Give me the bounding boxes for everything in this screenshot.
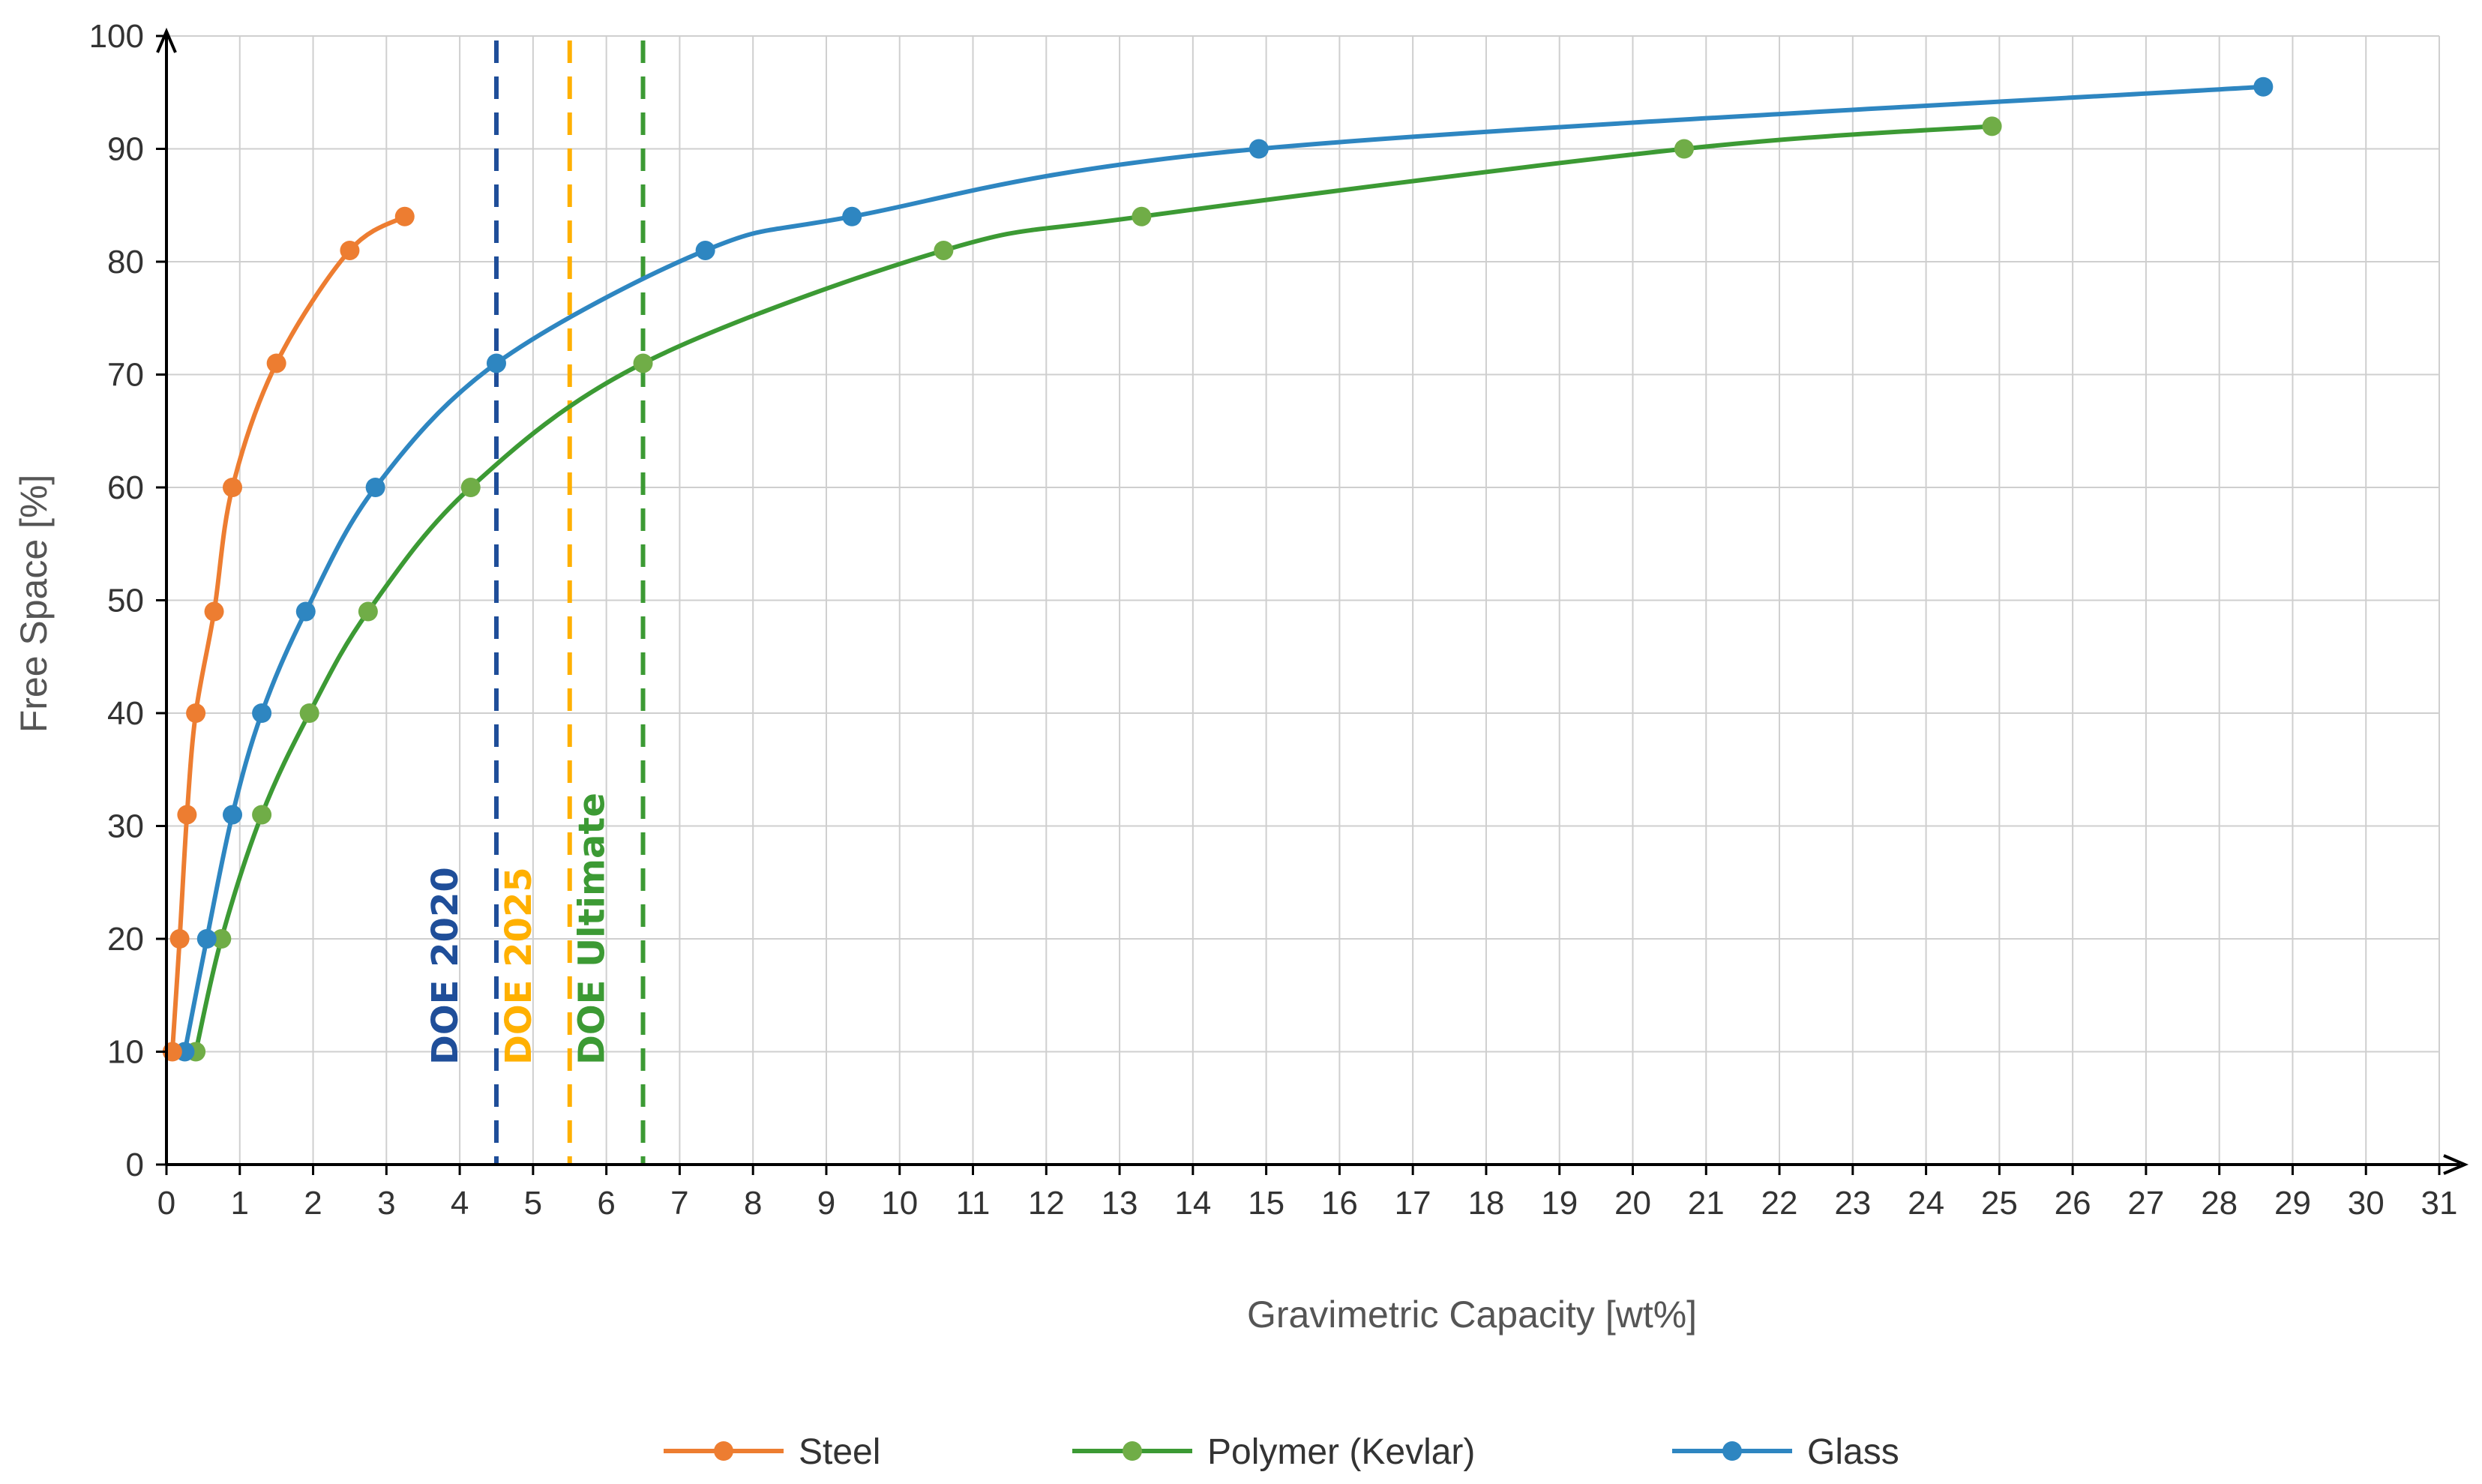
polymer-kevlar-series bbox=[186, 116, 2002, 1062]
x-tick-label: 28 bbox=[2201, 1185, 2238, 1222]
x-tick-label: 30 bbox=[2348, 1185, 2385, 1222]
x-tick-label: 19 bbox=[1541, 1185, 1578, 1222]
y-axis-arrow bbox=[156, 27, 177, 53]
y-tick-label: 50 bbox=[107, 583, 144, 619]
legend-label: Polymer (Kevlar) bbox=[1207, 1432, 1475, 1472]
glass-point bbox=[295, 601, 316, 622]
glass-point bbox=[365, 478, 385, 497]
x-tick-label: 14 bbox=[1174, 1185, 1211, 1222]
x-tick-label: 7 bbox=[670, 1185, 688, 1222]
y-tick-label: 20 bbox=[107, 921, 144, 958]
y-tick-label: 30 bbox=[107, 808, 144, 845]
x-tick-label: 21 bbox=[1688, 1185, 1725, 1222]
x-tick-label: 18 bbox=[1467, 1185, 1504, 1222]
x-tick-label: 0 bbox=[157, 1185, 175, 1222]
grid bbox=[166, 35, 2440, 1165]
x-tick-label: 31 bbox=[2421, 1185, 2458, 1222]
y-axis-title: Free Space [%] bbox=[13, 475, 55, 733]
y-tick-label: 40 bbox=[107, 695, 144, 732]
x-tick-label: 23 bbox=[1834, 1185, 1871, 1222]
polymer-kevlar-point bbox=[1982, 116, 2002, 136]
legend-swatch-marker bbox=[714, 1441, 733, 1461]
legend-label: Glass bbox=[1807, 1432, 1899, 1472]
glass-point bbox=[695, 240, 715, 260]
y-tick-label: 10 bbox=[107, 1034, 144, 1071]
glass-point bbox=[486, 353, 506, 373]
x-tick-label: 3 bbox=[377, 1185, 395, 1222]
x-tick-label: 8 bbox=[744, 1185, 762, 1222]
polymer-kevlar-point bbox=[1132, 206, 1152, 226]
y-tick-label: 80 bbox=[107, 244, 144, 280]
legend-label: Steel bbox=[799, 1432, 880, 1472]
glass-point bbox=[1248, 139, 1269, 159]
reference-line-label: DOE Ultimate bbox=[571, 793, 613, 1065]
x-tick-label: 27 bbox=[2127, 1185, 2164, 1222]
x-tick-label: 22 bbox=[1761, 1185, 1798, 1222]
x-tick-label: 24 bbox=[1908, 1185, 1944, 1222]
steel-series bbox=[162, 206, 415, 1062]
steel-point bbox=[169, 929, 190, 949]
legend-item-glass: Glass bbox=[1672, 1432, 1899, 1472]
x-tick-label: 16 bbox=[1321, 1185, 1358, 1222]
x-tick-label: 10 bbox=[881, 1185, 918, 1222]
reference-line-label: DOE 2020 bbox=[424, 867, 466, 1065]
polymer-kevlar-point bbox=[633, 353, 653, 373]
x-tick-label: 6 bbox=[597, 1185, 615, 1222]
legend-item-steel: Steel bbox=[664, 1432, 880, 1472]
glass-series bbox=[175, 76, 2274, 1062]
reference-line-label: DOE 2025 bbox=[498, 867, 540, 1065]
x-tick-label: 1 bbox=[231, 1185, 249, 1222]
glass-point bbox=[2253, 76, 2274, 97]
x-tick-label: 15 bbox=[1248, 1185, 1284, 1222]
steel-point bbox=[394, 206, 415, 226]
legend: Steel Polymer (Kevlar) Glass bbox=[664, 1432, 1899, 1472]
x-tick-label: 13 bbox=[1102, 1185, 1138, 1222]
x-tick-label: 5 bbox=[524, 1185, 542, 1222]
legend-swatch-marker bbox=[1722, 1441, 1742, 1461]
glass-point bbox=[842, 206, 862, 226]
tick-labels: 0 1 2 3 4 5 6 7 8 9 10 11 12 13 14 15 16 17 18 19 20 21 22 23 24… bbox=[89, 18, 2458, 1222]
glass-point bbox=[252, 703, 272, 723]
polymer-kevlar-point bbox=[460, 478, 481, 497]
polymer-kevlar-point bbox=[934, 240, 954, 260]
steel-point bbox=[222, 478, 242, 497]
x-tick-label: 25 bbox=[1981, 1185, 2018, 1222]
x-tick-label: 11 bbox=[956, 1185, 991, 1222]
y-tick-label: 100 bbox=[89, 18, 144, 55]
y-tick-label: 0 bbox=[126, 1147, 144, 1183]
x-tick-label: 17 bbox=[1395, 1185, 1431, 1222]
steel-point bbox=[177, 805, 197, 825]
series-lines bbox=[162, 76, 2274, 1062]
y-tick-label: 70 bbox=[107, 357, 144, 394]
y-tick-label: 60 bbox=[107, 469, 144, 506]
polymer-kevlar-point bbox=[299, 703, 319, 723]
x-tick-label: 26 bbox=[2055, 1185, 2091, 1222]
x-tick-label: 2 bbox=[304, 1185, 322, 1222]
polymer-kevlar-point bbox=[211, 929, 232, 949]
glass-point bbox=[196, 929, 217, 949]
x-axis-title: Gravimetric Capacity [wt%] bbox=[1247, 1294, 1697, 1336]
legend-swatch-marker bbox=[1123, 1441, 1142, 1461]
axes bbox=[156, 27, 2469, 1175]
x-tick-label: 20 bbox=[1614, 1185, 1651, 1222]
polymer-kevlar-point bbox=[1674, 139, 1694, 159]
x-tick-label: 29 bbox=[2274, 1185, 2311, 1222]
x-tick-label: 9 bbox=[817, 1185, 835, 1222]
glass-point bbox=[222, 805, 242, 825]
steel-point bbox=[204, 601, 224, 622]
x-axis-arrow bbox=[2443, 1154, 2469, 1175]
y-tick-label: 90 bbox=[107, 131, 144, 168]
reference-lines: DOE 2020 DOE 2025 DOE Ultimate bbox=[424, 40, 646, 1165]
steel-point bbox=[186, 703, 206, 723]
steel-point bbox=[340, 240, 360, 260]
polymer-kevlar-point bbox=[252, 805, 272, 825]
steel-point bbox=[266, 353, 286, 373]
polymer-kevlar-point bbox=[358, 601, 378, 622]
legend-item-polymer-kevlar: Polymer (Kevlar) bbox=[1072, 1432, 1475, 1472]
x-tick-label: 4 bbox=[451, 1185, 469, 1222]
x-tick-label: 12 bbox=[1028, 1185, 1065, 1222]
